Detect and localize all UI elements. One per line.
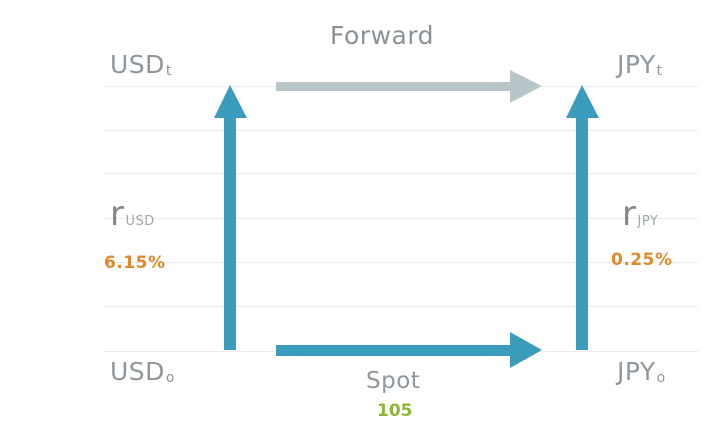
jpy-future-label: JPYt	[617, 50, 663, 79]
forward-arrow	[276, 70, 542, 103]
usd-rate-letter: r	[110, 194, 125, 234]
usd-interest-arrow	[214, 85, 247, 350]
usd-spot-sub: o	[165, 370, 175, 386]
spot-label: Spot	[366, 368, 421, 394]
jpy-spot-label: JPYo	[617, 357, 666, 386]
jpy-rate-sub: JPY	[637, 214, 659, 229]
jpy-future-base: JPY	[617, 50, 656, 79]
jpy-future-sub: t	[656, 63, 663, 79]
usd-future-label: USDt	[110, 50, 172, 79]
usd-future-sub: t	[165, 63, 172, 79]
gridline	[103, 173, 698, 174]
usd-rate-sub: USD	[125, 214, 155, 229]
jpy-spot-sub: o	[656, 370, 666, 386]
gridline	[103, 306, 698, 307]
usd-future-base: USD	[110, 50, 165, 79]
spot-arrow	[276, 332, 542, 368]
gridline	[103, 218, 698, 219]
usd-spot-label: USDo	[110, 357, 175, 386]
forward-label: Forward	[330, 21, 435, 50]
usd-spot-base: USD	[110, 357, 165, 386]
spot-value: 105	[377, 401, 413, 421]
jpy-rate-letter: r	[622, 194, 637, 234]
jpy-rate-symbol: rJPY	[622, 194, 658, 234]
usd-rate-value: 6.15%	[104, 253, 166, 273]
gridline	[103, 262, 698, 263]
jpy-rate-value: 0.25%	[611, 250, 673, 270]
jpy-interest-arrow	[566, 85, 599, 350]
usd-rate-symbol: rUSD	[110, 194, 155, 234]
jpy-spot-base: JPY	[617, 357, 656, 386]
gridline	[103, 130, 698, 131]
